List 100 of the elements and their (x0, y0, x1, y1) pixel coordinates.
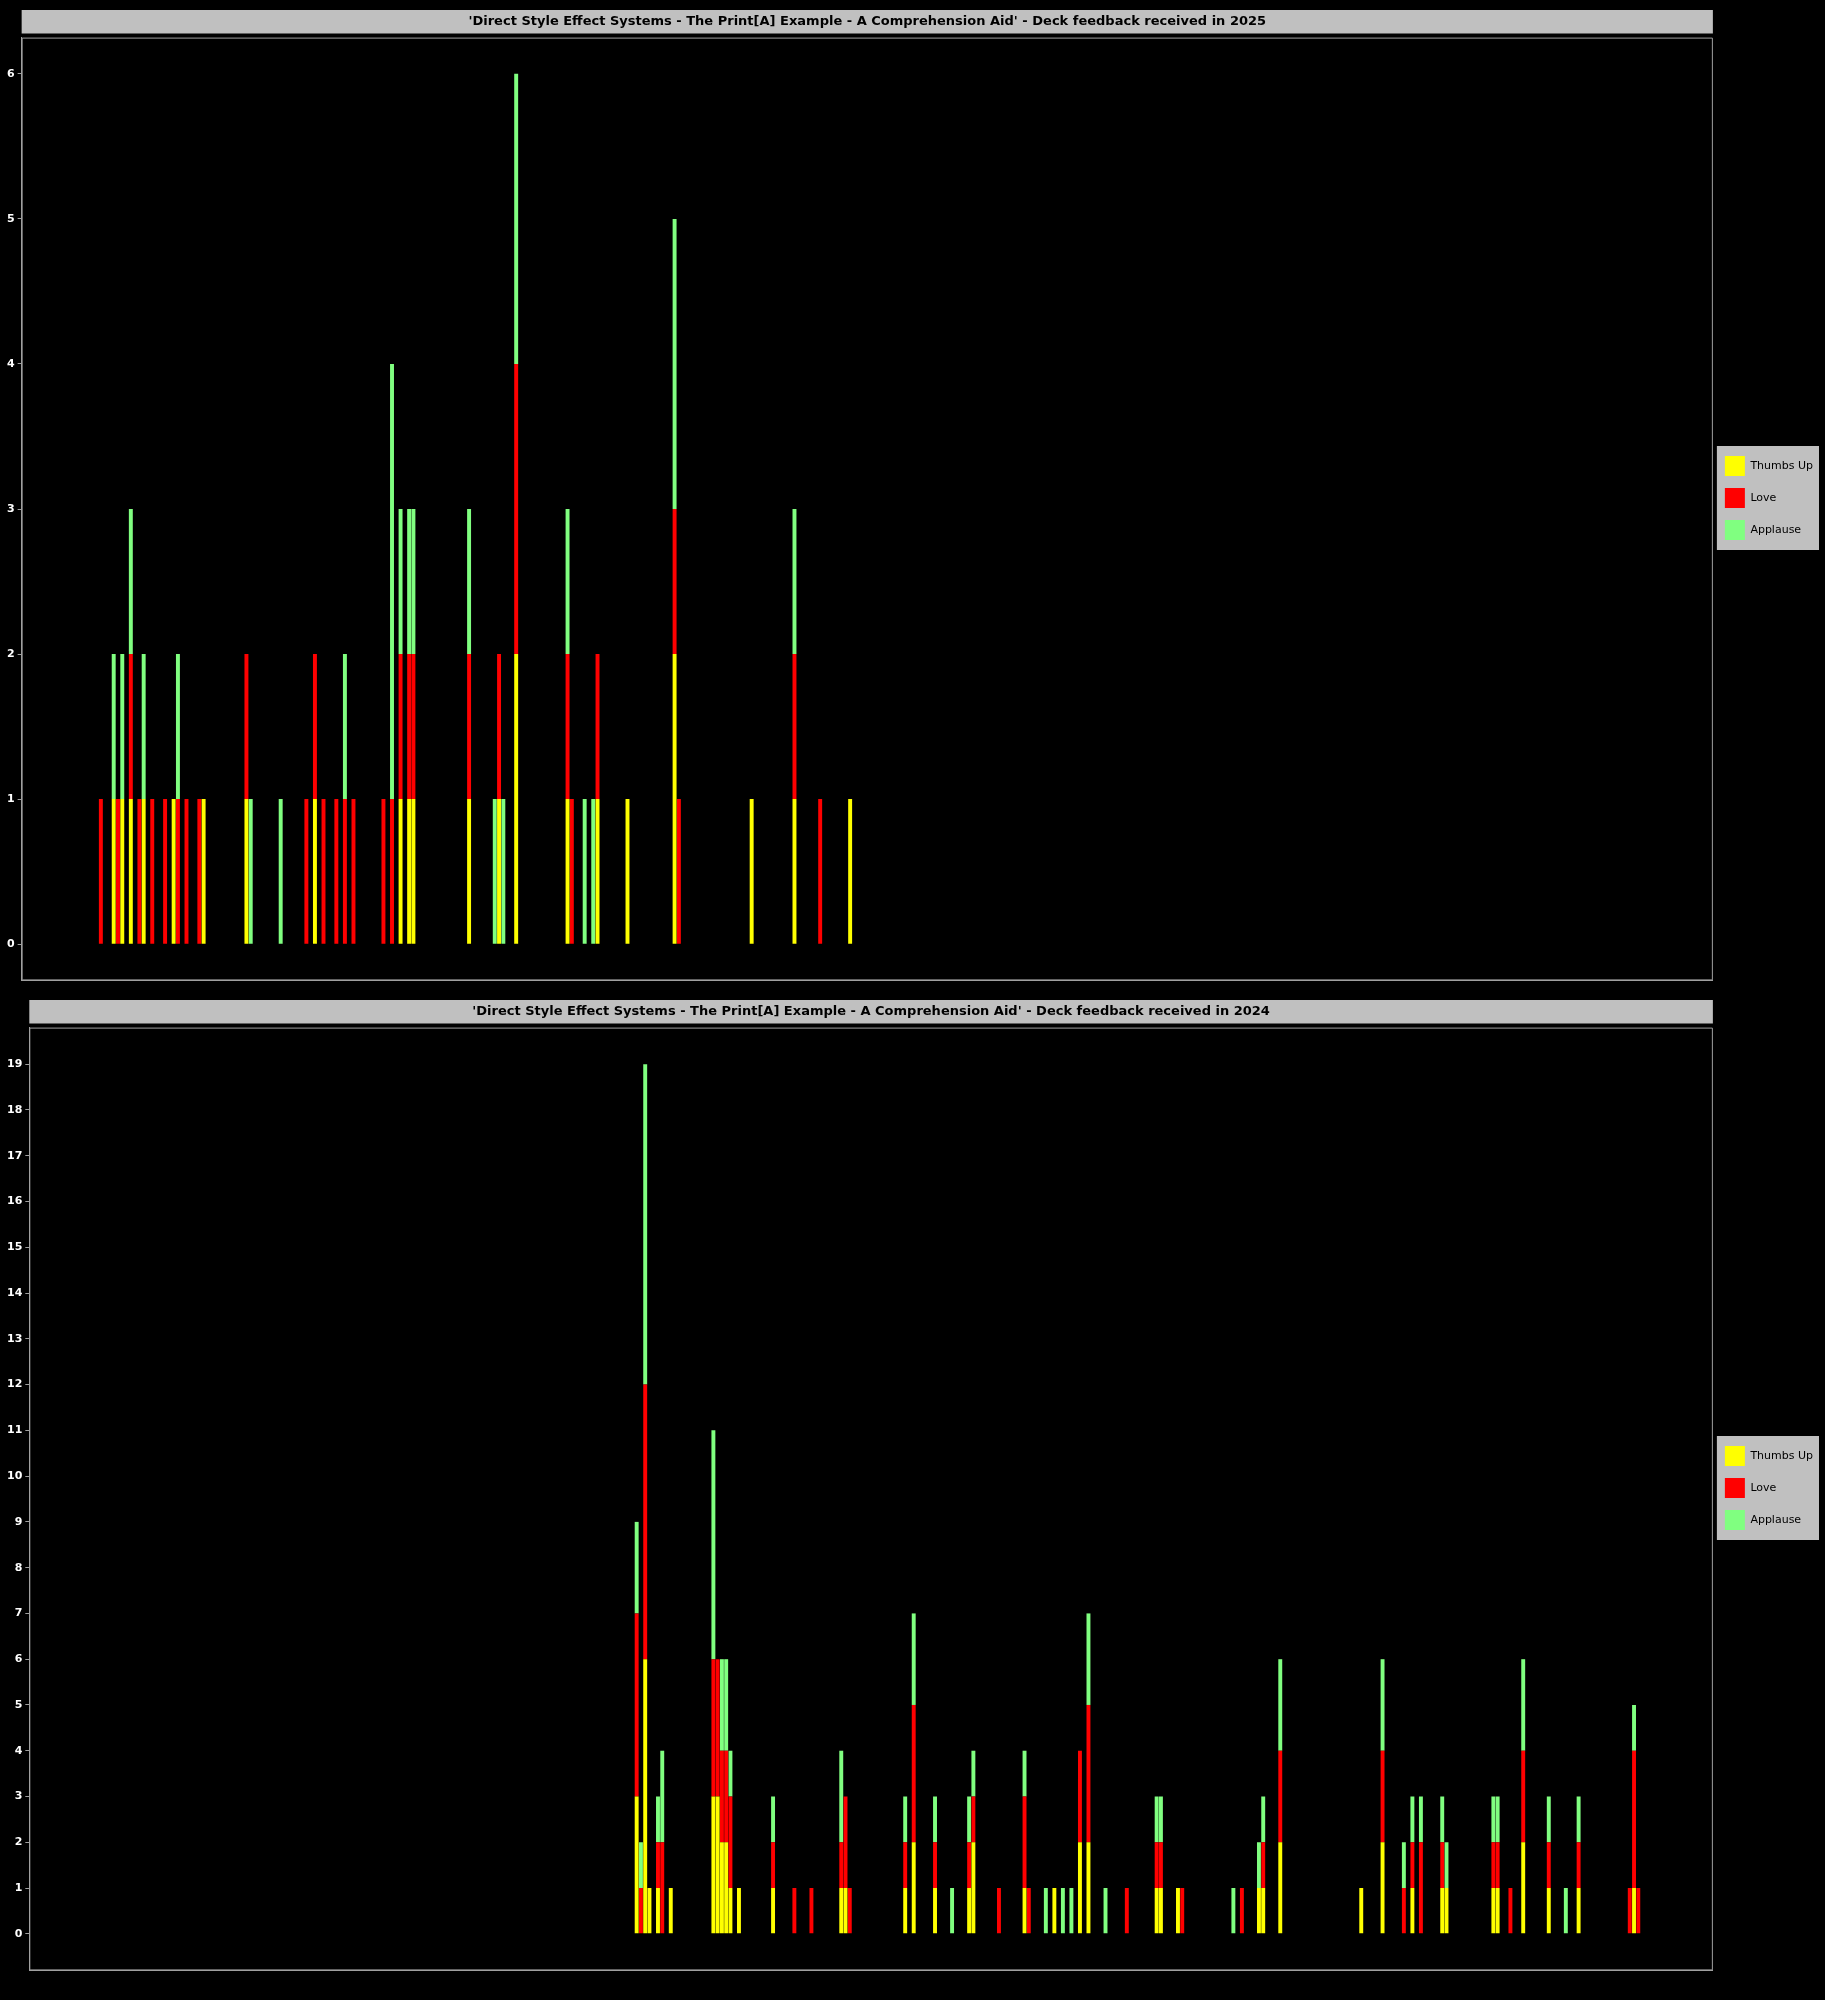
bar (398, 799, 403, 944)
bar (1261, 1842, 1266, 1889)
bar (839, 1888, 844, 1934)
bar (398, 509, 403, 655)
bar (1261, 1888, 1266, 1934)
legend-label: Thumbs Up (1749, 1448, 1814, 1462)
bar (1508, 1888, 1513, 1934)
bar (1495, 1842, 1500, 1889)
bar (1154, 1842, 1159, 1889)
bar (411, 654, 416, 800)
y-tick-label: 4 (14, 1743, 23, 1757)
bar (724, 1659, 729, 1751)
bar (175, 799, 180, 944)
bar (120, 799, 125, 944)
y-tick-label: 17 (7, 1148, 23, 1162)
y-tick-label: 13 (7, 1331, 23, 1345)
y-tick-label: 5 (7, 211, 15, 225)
bar (1546, 1796, 1551, 1843)
bar (497, 654, 502, 800)
y-tick-label: 1 (7, 791, 15, 805)
bar (1521, 1842, 1526, 1934)
bar (1154, 1796, 1159, 1843)
bar (1418, 1796, 1423, 1843)
bar (278, 799, 283, 944)
bar (1418, 1842, 1423, 1934)
bar (163, 799, 168, 944)
bar (839, 1750, 844, 1843)
y-tick-label: 0 (14, 1926, 23, 1940)
bar (1410, 1796, 1415, 1843)
bar (411, 509, 416, 655)
bar (407, 509, 412, 655)
chart-title: 'Direct Style Effect Systems - The Print[A] Example - A Comprehension Aid' - Deck feedback received in 2025 (468, 13, 1267, 29)
bar (848, 799, 853, 944)
bar (1576, 1796, 1581, 1843)
bar (407, 799, 412, 944)
bar (501, 799, 506, 944)
bar (634, 1796, 639, 1934)
bar (971, 1842, 976, 1934)
bar (141, 799, 146, 944)
bar (903, 1888, 908, 1934)
bar (660, 1750, 665, 1843)
bar (1521, 1750, 1526, 1843)
bar (304, 799, 309, 944)
bar (711, 1659, 716, 1797)
bar (997, 1888, 1001, 1934)
bar (1495, 1888, 1500, 1934)
bar (171, 799, 176, 944)
bar (771, 1796, 776, 1843)
bar (818, 799, 823, 944)
y-tick-label: 2 (7, 646, 15, 660)
bar (1278, 1842, 1283, 1934)
bar (643, 1064, 648, 1385)
bar (638, 1842, 643, 1889)
y-tick-label: 5 (14, 1697, 23, 1711)
bar (1060, 1888, 1065, 1934)
bar (1627, 1888, 1632, 1934)
bar (1632, 1750, 1636, 1889)
bar (1491, 1842, 1496, 1889)
bar (1401, 1842, 1406, 1889)
bar (98, 799, 103, 944)
bar (749, 799, 754, 944)
legend-label: Love (1750, 490, 1777, 504)
bar (1239, 1888, 1244, 1934)
bar (1077, 1842, 1082, 1934)
bar (933, 1888, 937, 1934)
bar (668, 1888, 673, 1934)
y-tick-label: 3 (14, 1789, 23, 1803)
bar (390, 363, 394, 800)
y-tick-label: 2 (14, 1835, 23, 1849)
bar (1180, 1888, 1185, 1934)
bar (137, 799, 142, 944)
bar (792, 1888, 797, 1934)
bar (715, 1796, 720, 1934)
bar (634, 1613, 639, 1797)
bar (1491, 1796, 1496, 1843)
bar (565, 799, 570, 944)
bar (1158, 1842, 1163, 1889)
y-tick-label: 15 (7, 1240, 23, 1254)
bar (111, 799, 116, 944)
bar (719, 1659, 724, 1751)
y-tick-label: 8 (14, 1560, 23, 1574)
bar (128, 509, 133, 655)
bar (672, 509, 677, 655)
y-tick-label: 6 (7, 66, 15, 80)
legend-label: Applause (1750, 522, 1802, 536)
bar (201, 799, 206, 944)
legend-label: Love (1750, 1480, 1777, 1494)
bar (1359, 1888, 1364, 1934)
y-tick-label: 3 (7, 501, 15, 515)
bar (569, 799, 574, 944)
bar (737, 1888, 741, 1934)
bar (903, 1842, 908, 1889)
bar (411, 799, 416, 944)
bar (1636, 1888, 1641, 1934)
bar (672, 654, 677, 944)
bar (711, 1430, 716, 1660)
bar (197, 799, 202, 944)
bar (660, 1842, 665, 1934)
bar (514, 363, 519, 655)
bar (1158, 1796, 1163, 1843)
